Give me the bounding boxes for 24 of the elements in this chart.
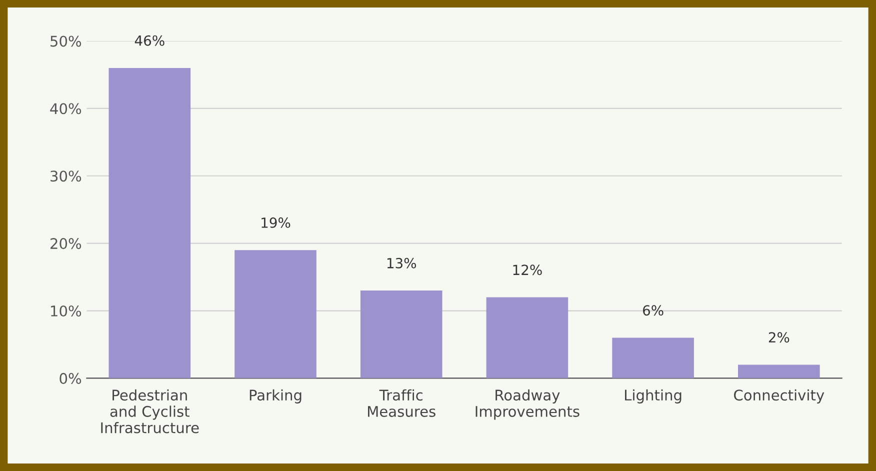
data-label: 13% [387,258,416,268]
x-tick-label: Roadway Improvements [476,389,580,420]
bar [108,68,191,378]
x-tick-label: Traffic Measures [368,389,436,417]
bar [738,364,820,378]
y-tick-label: 0% [60,372,82,384]
y-tick-label: 40% [50,103,82,114]
bar [234,250,316,378]
x-tick-label: Lighting [625,389,682,404]
y-tick-label: 30% [50,170,82,182]
x-tick-label: Parking [250,389,302,404]
bar [612,338,694,378]
data-label: 2% [768,332,790,343]
data-label: 46% [134,35,164,46]
bar [486,297,568,378]
y-tick-label: 20% [50,238,82,250]
data-label: 12% [513,264,542,276]
data-label: 19% [262,217,290,228]
bar [360,290,442,378]
x-tick-label: Connectivity [734,389,824,404]
x-tick-label: Pedestrian and Cyclist Infrastructure [101,389,199,434]
data-label: 6% [643,305,664,316]
y-tick-label: 50% [50,36,82,47]
y-tick-label: 10% [51,305,82,317]
